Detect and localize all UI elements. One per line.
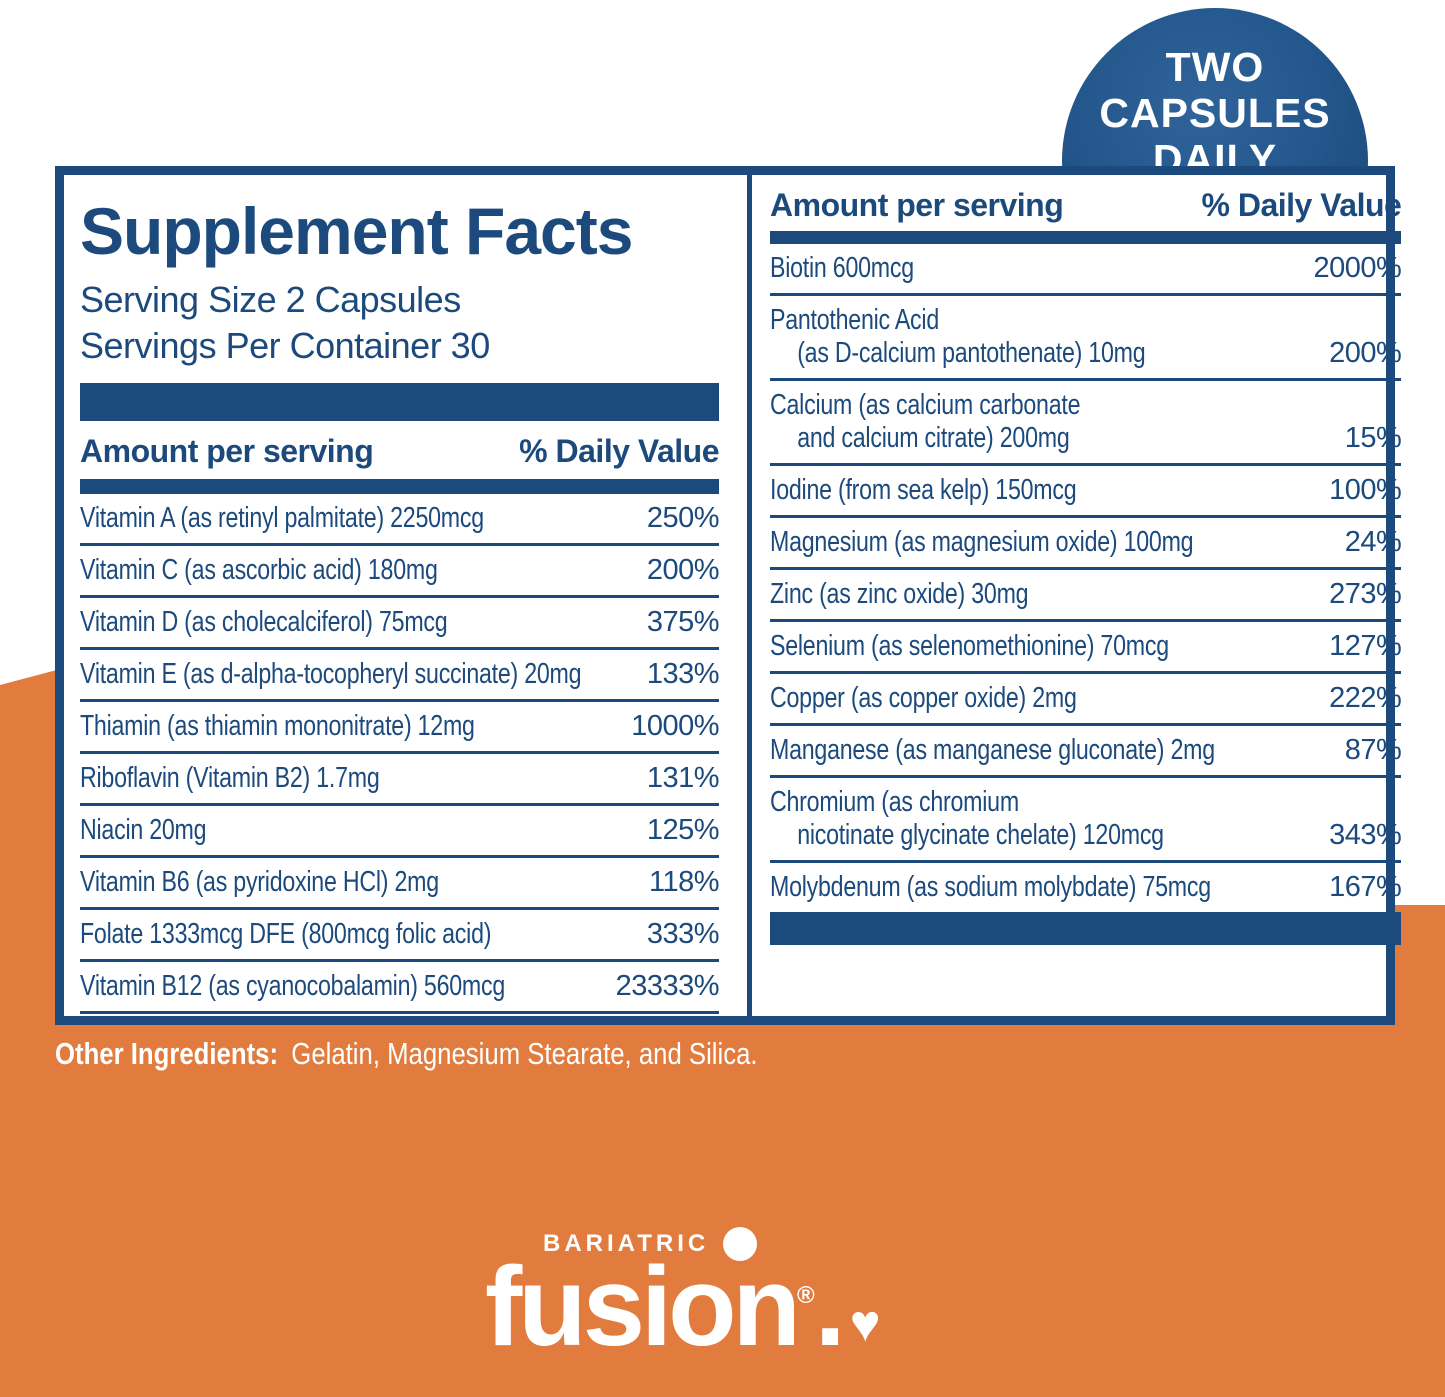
- table-row: Magnesium (as magnesium oxide) 100mg 24%: [770, 518, 1402, 570]
- nutrient-name: Vitamin B12 (as cyanocobalamin) 560mcg: [80, 970, 506, 1002]
- daily-value: 250%: [646, 502, 720, 534]
- daily-value: 118%: [648, 866, 720, 898]
- serving-size: Serving Size 2 Capsules: [80, 279, 461, 320]
- table-row: Vitamin A (as retinyl palmitate) 2250mcg…: [80, 494, 720, 546]
- table-row: Zinc (as zinc oxide) 30mg 273%: [770, 570, 1402, 622]
- logo-period: .: [814, 1244, 846, 1369]
- table-row: Manganese (as manganese gluconate) 2mg 8…: [770, 726, 1402, 778]
- nutrient-name: Copper (as copper oxide) 2mg: [770, 682, 1077, 714]
- table-row: Niacin 20mg 125%: [80, 806, 720, 858]
- nutrient-name: Molybdenum (as sodium molybdate) 75mcg: [770, 871, 1211, 903]
- table-row: Molybdenum (as sodium molybdate) 75mcg 1…: [770, 863, 1402, 912]
- daily-value: 200%: [1329, 337, 1402, 369]
- nutrient-name: Vitamin E (as d-alpha-tocopheryl succina…: [80, 658, 582, 690]
- nutrient-name: Folate 1333mcg DFE (800mcg folic acid): [80, 918, 492, 950]
- table-row: Biotin 600mcg 2000%: [770, 244, 1402, 296]
- daily-value: 1000%: [631, 710, 719, 742]
- daily-value-header: % Daily Value: [1201, 187, 1402, 223]
- table-row: Vitamin D (as cholecalciferol) 75mcg 375…: [80, 598, 720, 650]
- nutrient-name: Riboflavin (Vitamin B2) 1.7mg: [80, 762, 380, 794]
- daily-value: 343%: [1329, 819, 1402, 851]
- table-row: Pantothenic Acid (as D-calcium pantothen…: [770, 296, 1402, 381]
- logo-word-row: fusion ® . ♥: [485, 1248, 925, 1366]
- daily-value: 222%: [1329, 682, 1402, 714]
- daily-value: 131%: [646, 762, 720, 794]
- registered-trademark-icon: ®: [796, 1282, 815, 1309]
- table-row: Chromium (as chromium nicotinate glycina…: [770, 778, 1402, 863]
- nutrient-name: Chromium (as chromium nicotinate glycina…: [770, 786, 1164, 851]
- daily-value: 333%: [646, 918, 720, 950]
- logo-top-row: BARIATRIC: [543, 1226, 925, 1262]
- other-ingredients-label: Other Ingredients:: [55, 1036, 279, 1071]
- nutrient-name: Niacin 20mg: [80, 814, 207, 846]
- divider-bar: [770, 912, 1402, 945]
- brand-name: BARIATRIC: [543, 1230, 710, 1257]
- facts-left-column: Supplement Facts Serving Size 2 Capsules…: [64, 175, 752, 1016]
- table-row: Vitamin E (as d-alpha-tocopheryl succina…: [80, 650, 720, 702]
- daily-value: 87%: [1344, 734, 1402, 766]
- divider-bar: [80, 479, 719, 494]
- nutrient-name: Pantothenic Acid (as D-calcium pantothen…: [770, 304, 1146, 369]
- daily-value: 100%: [1329, 474, 1402, 506]
- nutrient-name: Magnesium (as magnesium oxide) 100mg: [770, 526, 1194, 558]
- heart-icon: ♥: [849, 1295, 881, 1353]
- divider-bar: [80, 383, 719, 421]
- table-row: Vitamin B12 (as cyanocobalamin) 560mcg 2…: [80, 962, 720, 1014]
- table-row: Folate 1333mcg DFE (800mcg folic acid) 3…: [80, 910, 720, 962]
- nutrient-name: Vitamin D (as cholecalciferol) 75mcg: [80, 606, 448, 638]
- nutrient-name: Manganese (as manganese gluconate) 2mg: [770, 734, 1215, 766]
- nutrient-name: Vitamin B6 (as pyridoxine HCl) 2mg: [80, 866, 439, 898]
- other-ingredients-value: Gelatin, Magnesium Stearate, and Silica.: [291, 1036, 758, 1071]
- daily-value: 133%: [646, 658, 720, 690]
- bariatric-fusion-logo: BARIATRIC fusion ® . ♥: [485, 1226, 925, 1366]
- table-row: Selenium (as selenomethionine) 70mcg 127…: [770, 622, 1402, 674]
- daily-value: 2000%: [1313, 252, 1402, 284]
- column-header: Amount per serving % Daily Value: [770, 187, 1402, 223]
- amount-header: Amount per serving: [770, 187, 1064, 223]
- table-row: Iodine (from sea kelp) 150mcg 100%: [770, 466, 1402, 518]
- daily-value: 15%: [1344, 422, 1402, 454]
- daily-value: 127%: [1329, 630, 1402, 662]
- table-row: Calcium (as calcium carbonate and calciu…: [770, 381, 1402, 466]
- supplement-facts-panel: Supplement Facts Serving Size 2 Capsules…: [55, 166, 1402, 1025]
- divider-bar: [770, 231, 1402, 244]
- daily-value: 273%: [1329, 578, 1402, 610]
- i-dot-icon: [723, 1227, 758, 1261]
- table-row: Vitamin C (as ascorbic acid) 180mg 200%: [80, 546, 720, 598]
- logo-wordmark: fusion: [485, 1244, 801, 1369]
- daily-value: 375%: [646, 606, 720, 638]
- nutrient-name: Vitamin A (as retinyl palmitate) 2250mcg: [80, 502, 484, 534]
- daily-value: 200%: [646, 554, 720, 586]
- badge-line: TWO: [1165, 44, 1265, 90]
- left-rows: Vitamin A (as retinyl palmitate) 2250mcg…: [80, 494, 720, 1014]
- column-header: Amount per serving % Daily Value: [80, 433, 719, 469]
- nutrient-name: Selenium (as selenomethionine) 70mcg: [770, 630, 1169, 662]
- nutrient-name: Zinc (as zinc oxide) 30mg: [770, 578, 1029, 610]
- table-row: Vitamin B6 (as pyridoxine HCl) 2mg 118%: [80, 858, 720, 910]
- daily-value: 125%: [646, 814, 720, 846]
- table-row: Copper (as copper oxide) 2mg 222%: [770, 674, 1402, 726]
- daily-value-header: % Daily Value: [519, 433, 719, 469]
- nutrient-name: Calcium (as calcium carbonate and calciu…: [770, 389, 1081, 454]
- table-row: Riboflavin (Vitamin B2) 1.7mg 131%: [80, 754, 720, 806]
- amount-header: Amount per serving: [80, 433, 374, 469]
- facts-right-column: Amount per serving % Daily Value Biotin …: [752, 175, 1419, 1016]
- nutrient-name: Vitamin C (as ascorbic acid) 180mg: [80, 554, 438, 586]
- other-ingredients: Other Ingredients: Gelatin, Magnesium Ste…: [55, 1036, 758, 1072]
- nutrient-name: Biotin 600mcg: [770, 252, 914, 284]
- daily-value: 24%: [1344, 526, 1402, 558]
- daily-value: 167%: [1329, 871, 1402, 903]
- table-row: Thiamin (as thiamin mononitrate) 12mg 10…: [80, 702, 719, 754]
- badge-line: CAPSULES: [1099, 90, 1331, 136]
- daily-value: 23333%: [615, 970, 720, 1002]
- page-title: Supplement Facts: [80, 194, 633, 268]
- nutrient-name: Iodine (from sea kelp) 150mcg: [770, 474, 1077, 506]
- servings-per-container: Servings Per Container 30: [80, 325, 490, 366]
- nutrient-name: Thiamin (as thiamin mononitrate) 12mg: [80, 710, 475, 742]
- right-rows: Biotin 600mcg 2000% Pantothenic Acid (as…: [770, 244, 1402, 912]
